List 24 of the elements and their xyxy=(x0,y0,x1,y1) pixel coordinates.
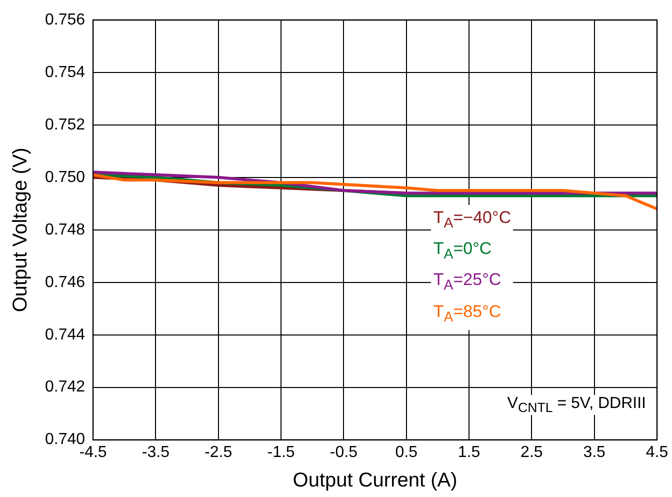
x-tick-label: -1.5 xyxy=(267,444,295,461)
y-tick-label: 0.756 xyxy=(44,11,86,28)
y-tick-label: 0.746 xyxy=(44,274,86,291)
x-axis-title: Output Current (A) xyxy=(292,470,458,492)
y-tick-label: 0.750 xyxy=(44,168,86,186)
y-tick-label: 0.748 xyxy=(44,221,86,238)
y-tick-label: 0.752 xyxy=(44,116,86,134)
x-tick-label: 3.5 xyxy=(583,444,606,461)
y-tick-label: 0.744 xyxy=(44,326,86,344)
x-tick-label: -3.5 xyxy=(142,444,170,461)
x-tick-label: 4.5 xyxy=(646,444,668,461)
text: T$_{A}$=85°C xyxy=(433,300,502,328)
x-tick-label: 1.5 xyxy=(458,444,480,461)
text: T$_{A}$=0°C xyxy=(433,238,493,264)
annotation: V$_{CNTL}$ = 5V, DDRIII xyxy=(504,394,649,415)
x-tick-label: 2.5 xyxy=(520,444,543,461)
x-tick-label: -2.5 xyxy=(204,444,232,461)
y-tick-label: 0.742 xyxy=(44,378,86,396)
y-axis-title: Output Voltage (V) xyxy=(10,148,32,312)
x-tick-label: -0.5 xyxy=(330,444,358,461)
y-tick-label: 0.754 xyxy=(44,64,86,81)
x-tick-label: 0.5 xyxy=(395,444,418,461)
text: T$_{A}$=25°C xyxy=(433,269,502,296)
series-label: T$_{A}$=−40°C xyxy=(433,206,512,234)
